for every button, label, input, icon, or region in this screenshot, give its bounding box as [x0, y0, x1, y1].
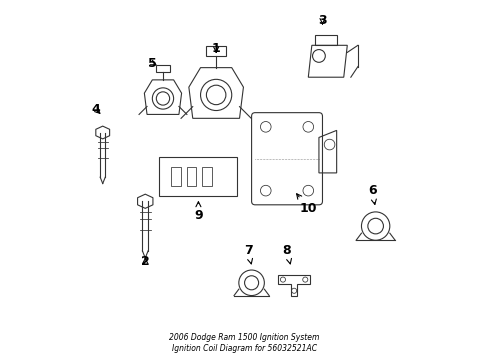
Text: 9: 9: [194, 202, 203, 222]
Bar: [206, 46, 225, 56]
Bar: [202, 167, 212, 186]
Bar: [156, 65, 169, 72]
Bar: [186, 167, 196, 186]
Text: 2006 Dodge Ram 1500 Ignition System
Ignition Coil Diagram for 56032521AC: 2006 Dodge Ram 1500 Ignition System Igni…: [169, 333, 319, 353]
Text: 4: 4: [91, 103, 100, 116]
Text: 6: 6: [367, 184, 376, 204]
Text: 3: 3: [318, 14, 326, 27]
Bar: [315, 35, 336, 45]
Text: 10: 10: [296, 194, 316, 215]
Bar: [171, 167, 181, 186]
Text: 5: 5: [148, 57, 156, 69]
Text: 2: 2: [141, 255, 149, 268]
Text: 8: 8: [282, 244, 291, 264]
Text: 7: 7: [243, 244, 252, 264]
Bar: [159, 157, 237, 196]
Text: 1: 1: [211, 42, 220, 55]
